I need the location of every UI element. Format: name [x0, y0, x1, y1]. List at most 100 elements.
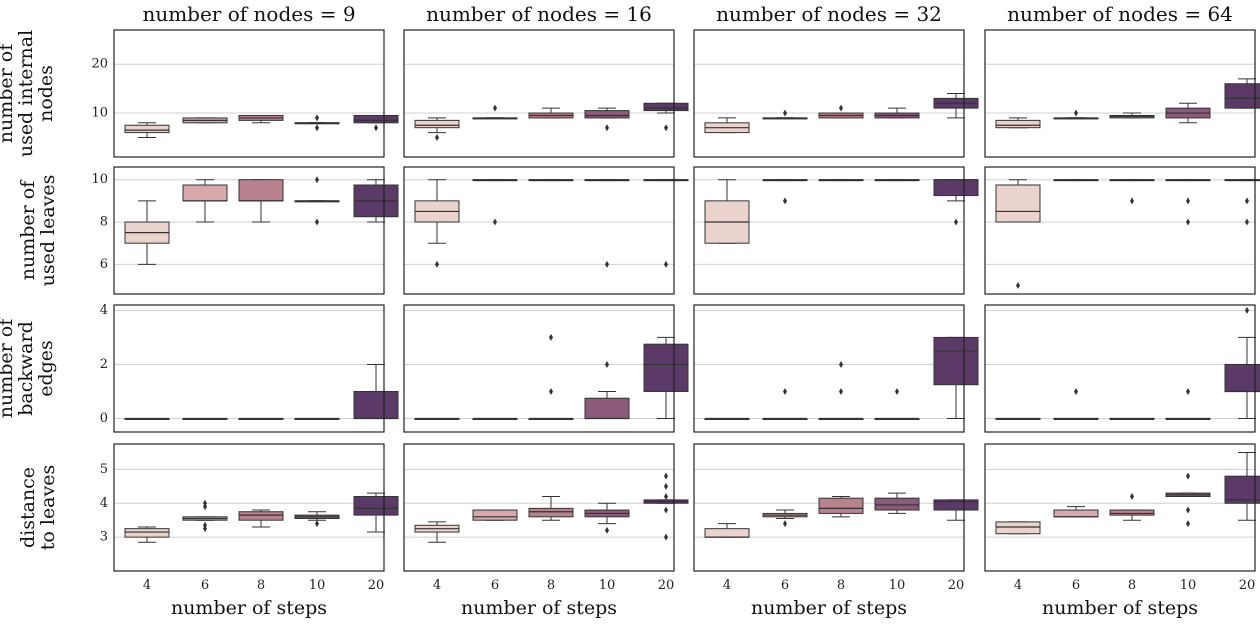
box — [528, 333, 574, 420]
box — [584, 360, 630, 420]
y-tick-label: 0 — [100, 411, 108, 426]
outlier-marker — [664, 472, 668, 480]
box-iqr — [528, 507, 574, 518]
outlier-marker — [1245, 218, 1249, 226]
outlier-marker — [895, 387, 899, 395]
panel-frame — [113, 29, 385, 158]
box — [1109, 112, 1155, 119]
box-iqr — [182, 184, 228, 202]
outlier-marker — [664, 124, 668, 132]
panel — [403, 166, 689, 295]
box — [1165, 472, 1211, 528]
box — [294, 511, 340, 528]
x-tick-label: 8 — [257, 578, 265, 593]
panel — [403, 29, 689, 158]
box — [762, 109, 808, 120]
box-iqr — [584, 397, 630, 419]
x-tick-label: 10 — [889, 578, 906, 593]
y-tick-label: 6 — [100, 257, 108, 272]
outlier-marker — [1186, 506, 1190, 514]
y-tick-label: 10 — [91, 106, 108, 121]
panel-frame — [984, 443, 1256, 572]
outlier-marker — [1186, 472, 1190, 480]
box — [124, 417, 170, 420]
box — [182, 117, 228, 124]
box — [818, 495, 864, 518]
x-tick-label: 4 — [1014, 578, 1022, 593]
outlier-marker — [1130, 492, 1134, 500]
outlier-marker — [664, 482, 668, 490]
y-tick-label: 20 — [91, 57, 108, 72]
outlier-marker — [374, 124, 378, 132]
y-tick-label: 10 — [91, 172, 108, 187]
outlier-marker — [493, 104, 497, 112]
x-tick-label: 10 — [1180, 578, 1197, 593]
panel-frame — [113, 304, 385, 433]
row-label-line: number of — [0, 42, 17, 143]
outlier-marker — [203, 499, 207, 507]
box — [1053, 179, 1099, 182]
box — [124, 122, 170, 138]
panel-frame — [693, 304, 965, 433]
outlier-marker — [549, 387, 553, 395]
box — [414, 417, 460, 420]
x-tick-label: 6 — [201, 578, 209, 593]
box — [182, 417, 228, 420]
x-tick-label: 10 — [309, 578, 326, 593]
outlier-marker — [435, 133, 439, 141]
panel-frame — [403, 304, 675, 433]
box — [472, 509, 518, 521]
box-iqr — [124, 124, 170, 134]
panel — [693, 166, 979, 295]
box — [1224, 451, 1260, 521]
box — [1053, 506, 1099, 518]
outlier-marker — [315, 114, 319, 122]
box — [472, 417, 518, 420]
box — [643, 179, 689, 268]
box — [933, 336, 979, 419]
outlier-marker — [315, 124, 319, 132]
box — [995, 117, 1041, 129]
box — [1165, 102, 1211, 124]
box-iqr — [933, 179, 979, 197]
box-iqr — [933, 336, 979, 386]
box — [414, 117, 460, 141]
outlier-marker — [783, 387, 787, 395]
box — [353, 363, 399, 420]
box — [933, 93, 979, 119]
panel — [984, 304, 1260, 433]
outlier-marker — [315, 176, 319, 184]
box — [1053, 109, 1099, 120]
row-label-line: used internal — [15, 30, 37, 157]
box — [933, 179, 979, 226]
x-axis-label: number of steps — [171, 597, 327, 619]
outlier-marker — [664, 506, 668, 514]
box — [818, 104, 864, 119]
x-tick-label: 4 — [433, 578, 441, 593]
box — [995, 521, 1041, 535]
panel — [113, 166, 399, 295]
outlier-marker — [1074, 109, 1078, 117]
box-iqr — [353, 390, 399, 419]
panel — [693, 304, 979, 433]
panel-frame — [113, 166, 385, 295]
box — [584, 502, 630, 534]
panel-frame — [693, 166, 965, 295]
panel-frame — [403, 166, 675, 295]
box-iqr — [353, 495, 399, 516]
box-iqr — [1109, 509, 1155, 516]
box — [704, 417, 750, 420]
box — [584, 107, 630, 132]
panel — [113, 29, 399, 158]
panel — [113, 304, 399, 433]
box — [874, 179, 920, 182]
outlier-marker — [1074, 387, 1078, 395]
box — [874, 492, 920, 514]
x-tick-label: 8 — [837, 578, 845, 593]
box — [238, 417, 284, 420]
outlier-marker — [315, 218, 319, 226]
panel-frame — [113, 443, 385, 572]
panel — [403, 443, 689, 572]
box-iqr — [1224, 363, 1260, 392]
